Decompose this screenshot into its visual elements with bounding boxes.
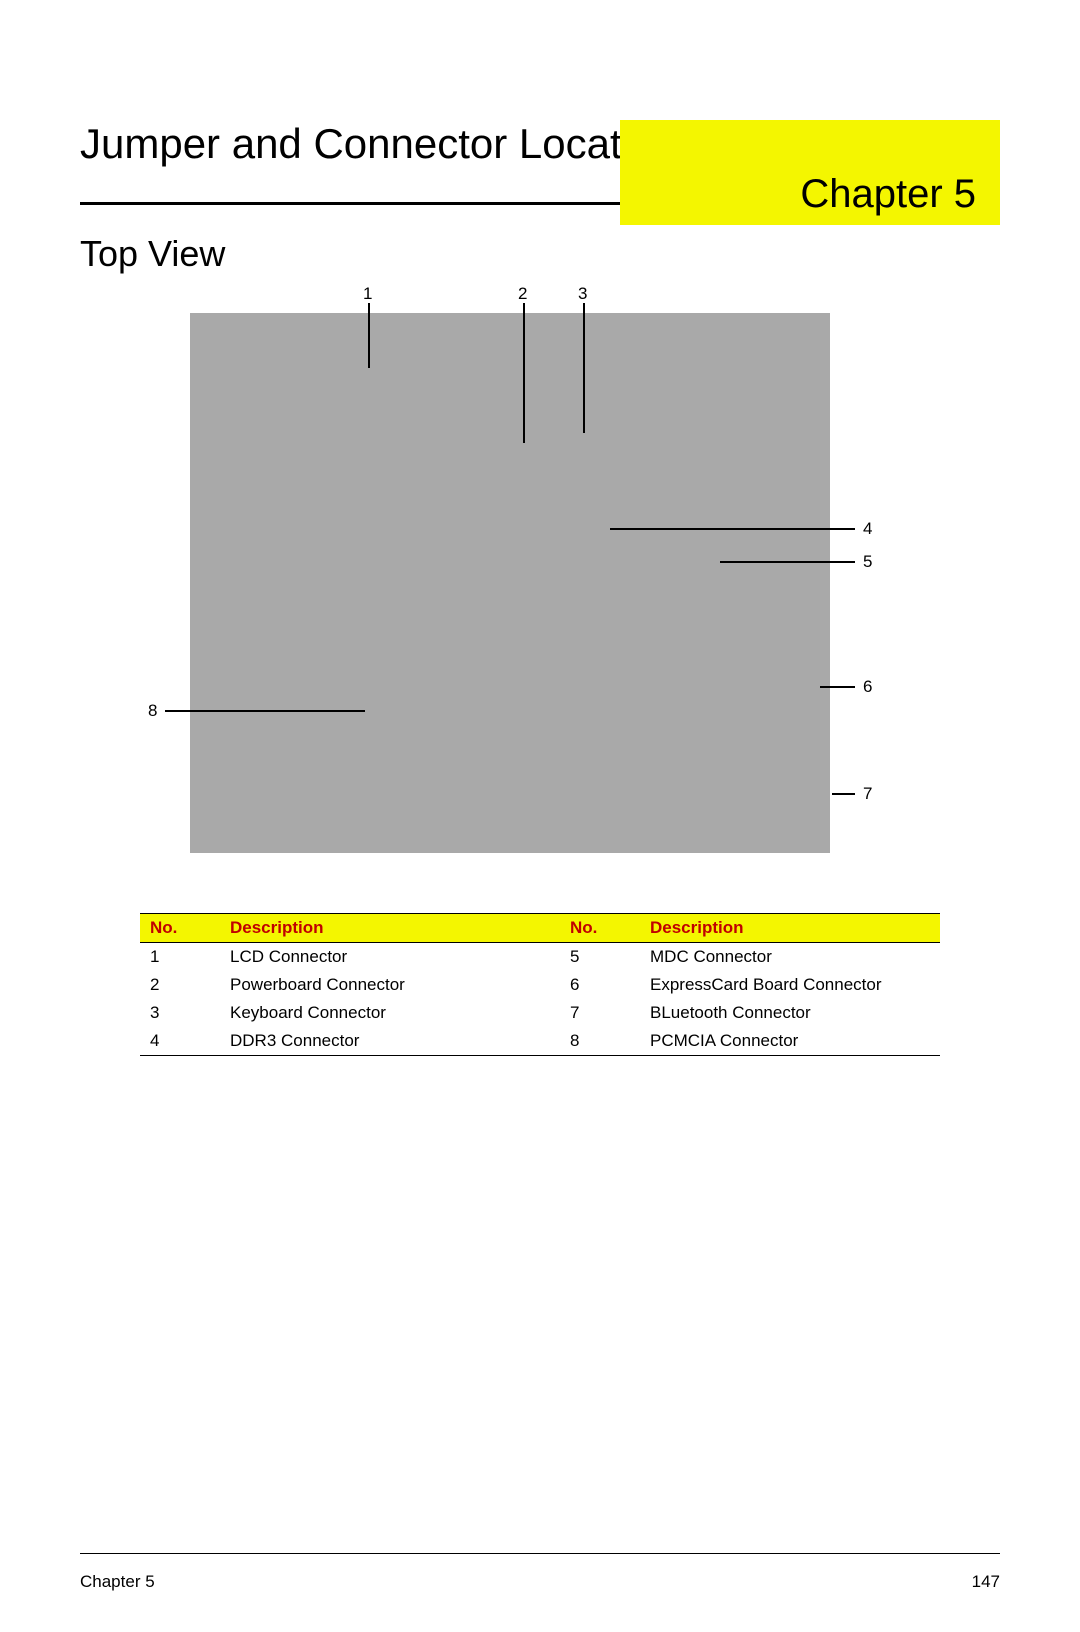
- cell-n1: 2: [140, 971, 220, 999]
- top-view-diagram: 1 2 3 4 5 6 7 8: [80, 283, 1000, 863]
- cell-d2: MDC Connector: [640, 943, 940, 972]
- document-page: Chapter 5 Jumper and Connector Locations…: [0, 120, 1080, 1632]
- callout-5-line: [720, 561, 855, 563]
- cell-d1: LCD Connector: [220, 943, 560, 972]
- cell-d2: ExpressCard Board Connector: [640, 971, 940, 999]
- table-header-row: No. Description No. Description: [140, 914, 940, 943]
- callout-1-label: 1: [363, 284, 372, 304]
- cell-n2: 6: [560, 971, 640, 999]
- callout-8-label: 8: [148, 701, 157, 721]
- callout-3-line: [583, 303, 585, 433]
- footer-divider: [80, 1553, 1000, 1554]
- cell-n1: 4: [140, 1027, 220, 1056]
- chapter-tab-label: Chapter 5: [800, 172, 976, 217]
- th-desc-2: Description: [640, 914, 940, 943]
- connector-table: No. Description No. Description 1 LCD Co…: [140, 913, 940, 1056]
- callout-2-label: 2: [518, 284, 527, 304]
- cell-d2: PCMCIA Connector: [640, 1027, 940, 1056]
- cell-d1: Keyboard Connector: [220, 999, 560, 1027]
- table-row: 2 Powerboard Connector 6 ExpressCard Boa…: [140, 971, 940, 999]
- table-row: 4 DDR3 Connector 8 PCMCIA Connector: [140, 1027, 940, 1056]
- diagram-board: [190, 313, 830, 853]
- callout-8-line: [165, 710, 365, 712]
- th-no-1: No.: [140, 914, 220, 943]
- callout-6-label: 6: [863, 677, 872, 697]
- callout-4-line: [610, 528, 855, 530]
- section-title: Top View: [80, 233, 1000, 275]
- callout-7-line: [832, 793, 855, 795]
- cell-n1: 3: [140, 999, 220, 1027]
- footer-page-number: 147: [972, 1572, 1000, 1592]
- th-no-2: No.: [560, 914, 640, 943]
- callout-5-label: 5: [863, 552, 872, 572]
- cell-n2: 5: [560, 943, 640, 972]
- callout-7-label: 7: [863, 784, 872, 804]
- footer-chapter: Chapter 5: [80, 1572, 155, 1592]
- cell-d2: BLuetooth Connector: [640, 999, 940, 1027]
- callout-6-line: [820, 686, 855, 688]
- callout-4-label: 4: [863, 519, 872, 539]
- table-row: 3 Keyboard Connector 7 BLuetooth Connect…: [140, 999, 940, 1027]
- cell-n2: 8: [560, 1027, 640, 1056]
- cell-d1: DDR3 Connector: [220, 1027, 560, 1056]
- callout-3-label: 3: [578, 284, 587, 304]
- th-desc-1: Description: [220, 914, 560, 943]
- cell-n2: 7: [560, 999, 640, 1027]
- callout-2-line: [523, 303, 525, 443]
- table-row: 1 LCD Connector 5 MDC Connector: [140, 943, 940, 972]
- cell-d1: Powerboard Connector: [220, 971, 560, 999]
- cell-n1: 1: [140, 943, 220, 972]
- callout-1-line: [368, 303, 370, 368]
- chapter-tab: Chapter 5: [620, 120, 1000, 225]
